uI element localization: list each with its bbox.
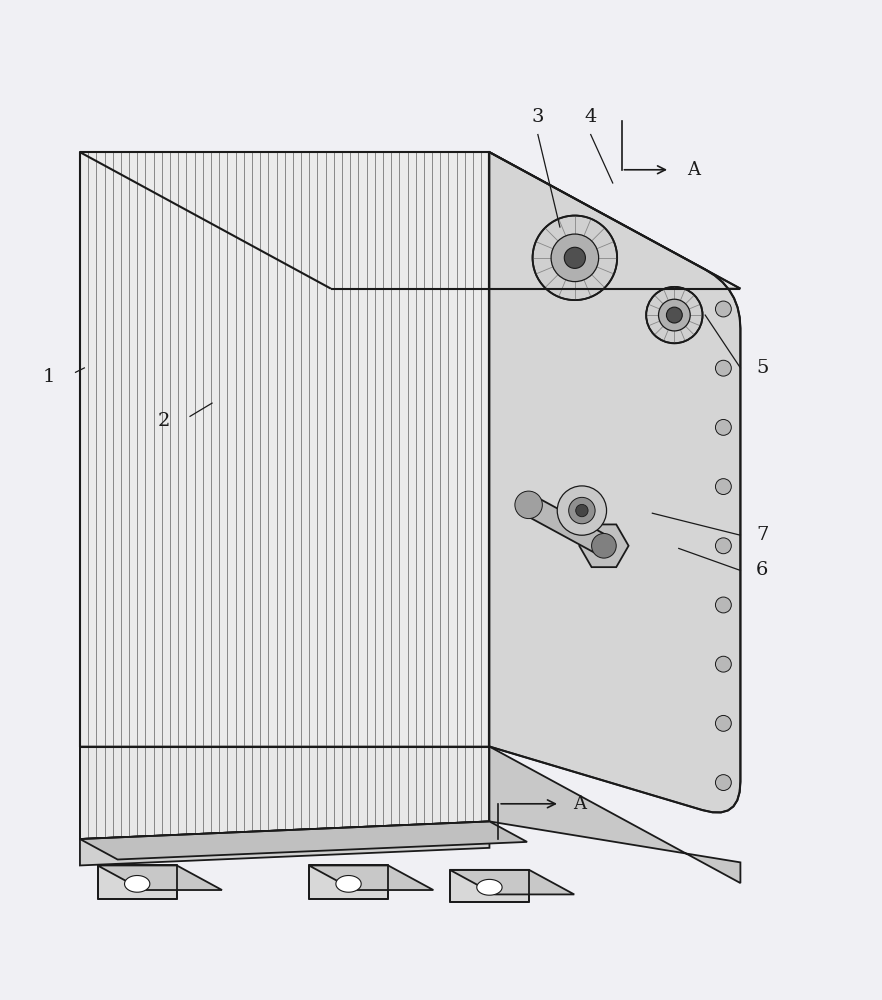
Circle shape	[592, 533, 617, 558]
Polygon shape	[524, 496, 609, 555]
Circle shape	[551, 234, 599, 282]
Circle shape	[515, 491, 542, 519]
Polygon shape	[98, 865, 176, 899]
Text: 3: 3	[532, 108, 544, 126]
Polygon shape	[80, 152, 740, 289]
Text: 4: 4	[585, 108, 597, 126]
Circle shape	[557, 486, 607, 535]
Text: 7: 7	[756, 526, 768, 544]
Circle shape	[647, 287, 703, 343]
Polygon shape	[98, 865, 222, 890]
Text: A: A	[688, 161, 700, 179]
Circle shape	[715, 479, 731, 495]
Circle shape	[576, 504, 588, 517]
Text: 2: 2	[157, 412, 170, 430]
Polygon shape	[309, 865, 433, 890]
Polygon shape	[124, 875, 150, 892]
Polygon shape	[336, 875, 362, 892]
Text: 5: 5	[756, 359, 768, 377]
Circle shape	[715, 301, 731, 317]
Circle shape	[715, 360, 731, 376]
Polygon shape	[80, 747, 490, 839]
Polygon shape	[80, 821, 490, 865]
Circle shape	[564, 247, 586, 268]
Circle shape	[667, 307, 683, 323]
Circle shape	[715, 597, 731, 613]
Circle shape	[569, 497, 595, 524]
Polygon shape	[80, 821, 527, 860]
Circle shape	[715, 775, 731, 790]
Circle shape	[659, 299, 691, 331]
Polygon shape	[450, 870, 574, 894]
Polygon shape	[579, 524, 629, 567]
Text: 1: 1	[43, 368, 56, 386]
Circle shape	[715, 419, 731, 435]
Circle shape	[715, 538, 731, 554]
Polygon shape	[450, 870, 529, 902]
Text: A: A	[573, 795, 587, 813]
Text: 6: 6	[756, 561, 768, 579]
Polygon shape	[80, 152, 490, 747]
Polygon shape	[490, 747, 740, 883]
Polygon shape	[309, 865, 388, 899]
Polygon shape	[477, 879, 502, 895]
Polygon shape	[490, 152, 740, 812]
Circle shape	[715, 656, 731, 672]
Circle shape	[715, 715, 731, 731]
Circle shape	[533, 216, 617, 300]
